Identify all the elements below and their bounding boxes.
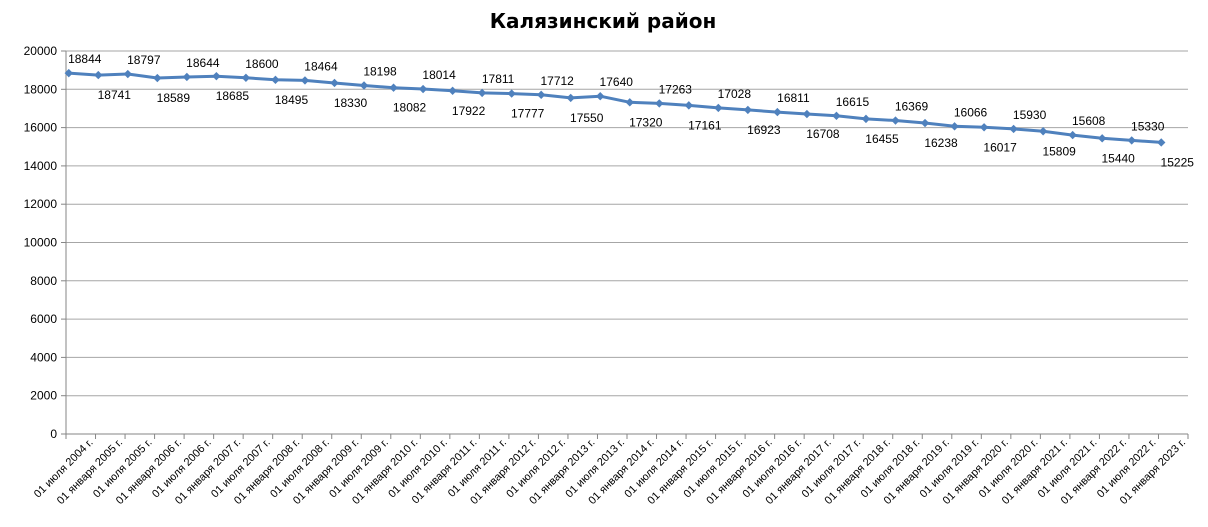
data-label: 18495 [275, 93, 309, 107]
data-label: 16066 [954, 105, 988, 119]
data-label: 18198 [363, 65, 397, 79]
data-point [891, 116, 900, 125]
data-label: 16369 [895, 100, 929, 114]
data-label: 17922 [452, 104, 486, 118]
data-point [536, 90, 546, 100]
data-label: 15330 [1131, 119, 1165, 133]
data-point [1097, 134, 1107, 143]
data-point [625, 98, 634, 107]
data-label: 16708 [806, 127, 840, 141]
data-point [1157, 138, 1166, 147]
y-tick-label: 10000 [24, 236, 58, 250]
data-point [182, 72, 192, 82]
data-label: 15809 [1042, 144, 1076, 158]
data-label: 17712 [540, 74, 574, 88]
data-label: 18600 [245, 57, 279, 71]
data-point [448, 86, 457, 95]
data-label: 17028 [718, 87, 752, 101]
data-label: 17263 [659, 82, 693, 96]
data-label: 15608 [1072, 114, 1106, 128]
series-line [68, 71, 1162, 144]
y-tick-label: 18000 [24, 82, 58, 96]
gridlines [66, 50, 1188, 397]
data-label: 17320 [629, 115, 663, 129]
data-label: 18330 [334, 96, 368, 110]
y-axis-tick-labels: 0 2000 4000 6000 8000 10000 12000 14000 16000 180… [24, 44, 58, 441]
data-label: 16615 [836, 95, 870, 109]
data-labels: 18844 18741 18797 18589 18644 18685 18600 18495… [68, 52, 1194, 169]
data-point [832, 111, 841, 121]
data-label: 18589 [157, 91, 191, 105]
data-point [566, 93, 575, 103]
data-point [418, 84, 428, 94]
data-label: 16017 [983, 140, 1017, 154]
axes [61, 50, 1189, 439]
data-point [1009, 124, 1018, 134]
data-point [123, 69, 133, 79]
y-tick-label: 12000 [24, 197, 58, 211]
data-label: 17550 [570, 111, 604, 125]
y-tick-label: 16000 [24, 121, 58, 135]
series-population [64, 68, 1166, 147]
data-point [300, 76, 310, 85]
data-label: 17640 [600, 75, 634, 89]
y-tick-label: 20000 [24, 44, 58, 58]
data-label: 18685 [216, 89, 250, 103]
data-point [330, 78, 339, 88]
data-label: 17161 [688, 118, 722, 132]
data-point [64, 68, 73, 78]
y-tick-label: 4000 [30, 350, 57, 364]
data-label: 18797 [127, 53, 161, 67]
data-point [271, 75, 280, 85]
data-point [212, 71, 221, 81]
data-point [950, 122, 959, 131]
data-point [979, 123, 989, 132]
data-label: 17811 [482, 72, 515, 86]
data-point [714, 103, 723, 113]
data-point [655, 99, 664, 108]
data-point [1068, 130, 1077, 140]
data-point [507, 89, 516, 98]
chart-title: Калязинский район [490, 9, 717, 33]
data-point [773, 107, 782, 117]
data-label: 17777 [511, 107, 545, 121]
data-label: 16811 [777, 91, 810, 105]
y-tick-label: 2000 [30, 389, 57, 403]
data-point [1038, 127, 1048, 136]
x-axis-tick-labels: 01 июля 2004 г.01 января 2005 г.01 июля … [32, 437, 1188, 507]
data-point [359, 81, 369, 90]
data-label: 15440 [1101, 151, 1135, 165]
data-label: 16923 [747, 123, 781, 137]
data-point [684, 101, 694, 110]
data-point [861, 114, 871, 124]
data-point [477, 88, 487, 98]
data-point [802, 109, 812, 119]
data-point [94, 70, 103, 80]
data-label: 16238 [924, 136, 958, 150]
data-label: 15225 [1161, 155, 1195, 169]
y-tick-label: 6000 [30, 312, 57, 326]
data-label: 18741 [98, 88, 132, 102]
data-point [743, 105, 753, 115]
data-label: 18014 [422, 68, 456, 82]
y-tick-label: 8000 [30, 274, 57, 288]
data-point [153, 73, 162, 83]
data-point [920, 118, 930, 128]
y-tick-label: 14000 [24, 159, 58, 173]
data-label: 18082 [393, 101, 427, 115]
data-point [1127, 136, 1136, 145]
data-point [596, 91, 605, 101]
data-label: 18644 [186, 56, 220, 70]
y-tick-label: 0 [50, 427, 57, 441]
data-point [389, 83, 398, 92]
data-label: 16455 [865, 132, 899, 146]
data-label: 18844 [68, 52, 102, 66]
data-label: 18464 [304, 59, 338, 73]
data-point [241, 73, 251, 83]
data-label: 15930 [1013, 108, 1047, 122]
